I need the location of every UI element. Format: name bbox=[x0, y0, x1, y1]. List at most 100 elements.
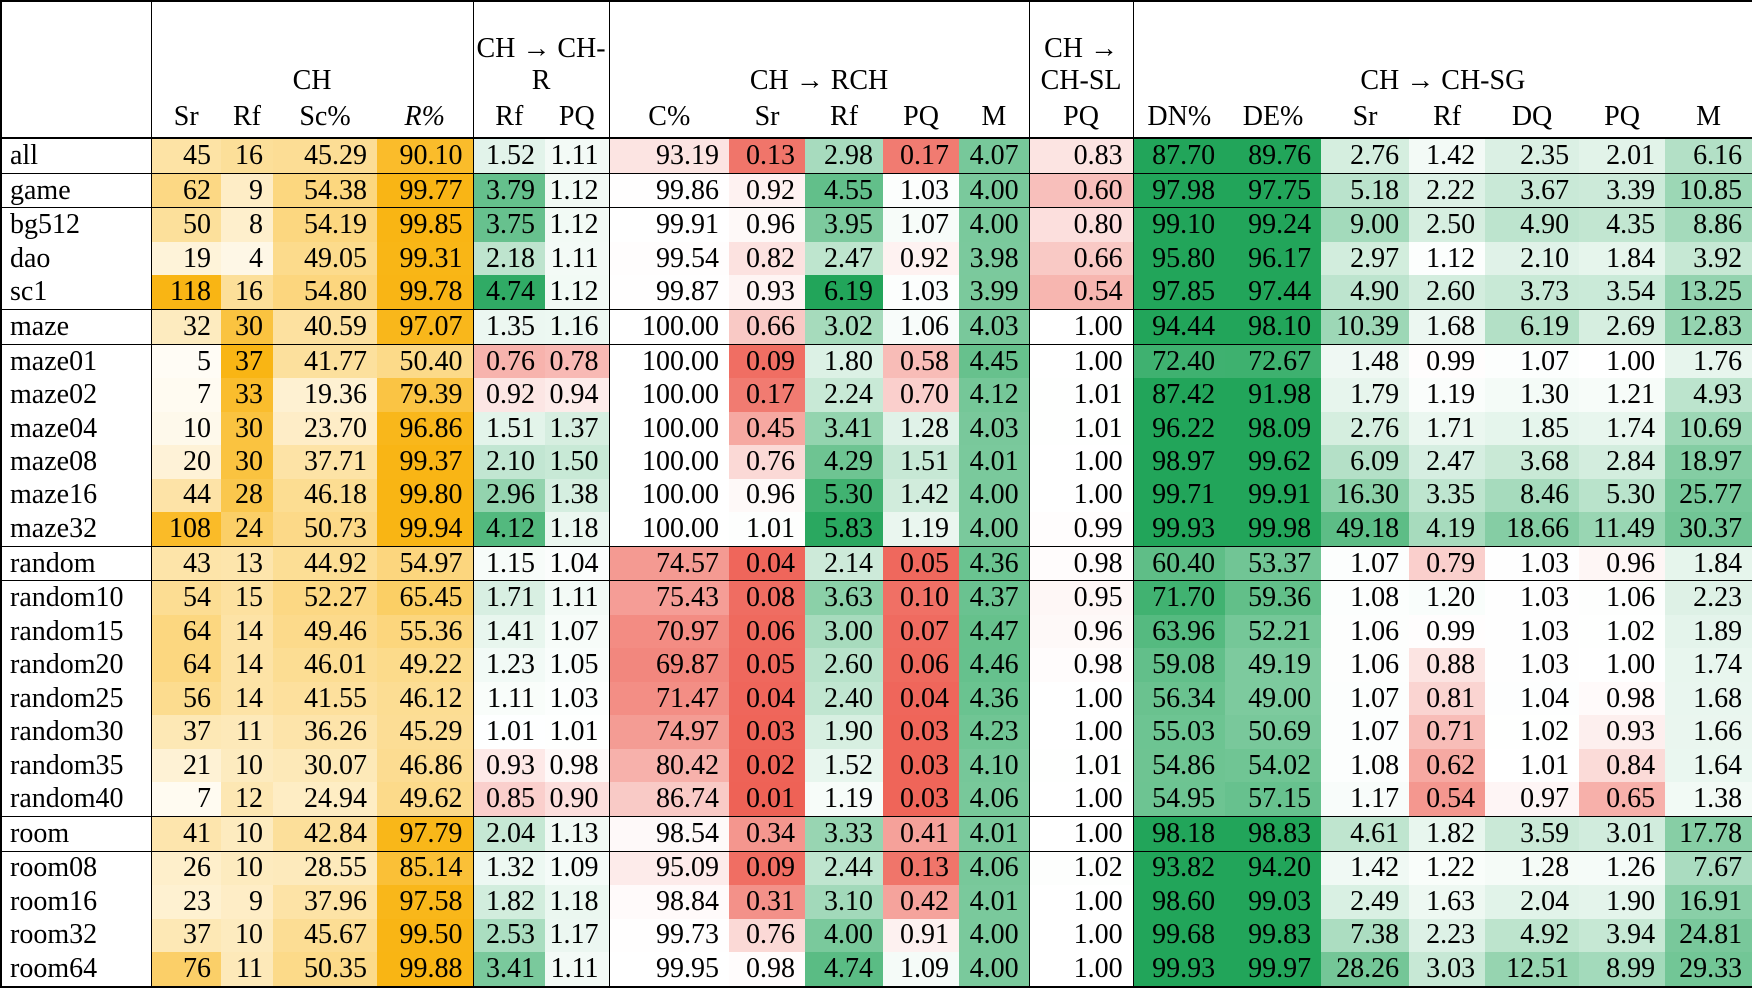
data-cell: 1.82 bbox=[1409, 816, 1486, 852]
data-cell: 2.97 bbox=[1321, 242, 1410, 276]
data-cell: 87.42 bbox=[1133, 378, 1226, 412]
table-row-maze01: maze01 5 37 41.77 50.40 0.76 0.78 100.00 0.09 1.8… bbox=[1, 344, 1752, 379]
data-cell: 2.76 bbox=[1321, 411, 1410, 446]
table-row-random30: random30 37 11 36.26 45.29 1.01 1.01 74.97 0.03 1… bbox=[1, 715, 1752, 749]
data-cell: 1.03 bbox=[1485, 580, 1580, 616]
data-cell: 0.31 bbox=[729, 885, 806, 919]
data-cell: 2.22 bbox=[1409, 173, 1486, 209]
data-cell: 4.74 bbox=[473, 275, 546, 311]
data-cell: 0.04 bbox=[883, 681, 960, 716]
table-row-maze32: maze32 108 24 50.73 99.94 4.12 1.18 100.00 1.01 5… bbox=[1, 512, 1752, 547]
data-cell: 0.80 bbox=[1029, 207, 1134, 243]
data-cell: 0.05 bbox=[729, 648, 806, 682]
data-cell: 6.19 bbox=[805, 275, 884, 311]
data-cell: 2.84 bbox=[1579, 445, 1666, 479]
data-cell: 1.15 bbox=[473, 546, 546, 582]
data-cell: 0.60 bbox=[1029, 173, 1134, 209]
data-cell: 40.59 bbox=[273, 309, 377, 345]
data-cell: 1.38 bbox=[1665, 782, 1752, 817]
data-cell: 99.77 bbox=[377, 173, 474, 209]
column-header-ch_r: R% bbox=[377, 97, 474, 139]
data-cell: 4.36 bbox=[959, 546, 1030, 582]
data-cell: 2.60 bbox=[1409, 275, 1486, 311]
data-cell: 17.78 bbox=[1665, 816, 1752, 852]
data-cell: 2.50 bbox=[1409, 207, 1486, 243]
data-cell: 86.74 bbox=[609, 782, 730, 817]
data-cell: 3.41 bbox=[473, 952, 546, 987]
column-header-sg_de: DE% bbox=[1225, 97, 1322, 139]
data-cell: 1.89 bbox=[1665, 615, 1752, 649]
data-cell: 99.88 bbox=[377, 952, 474, 987]
table-header: CH CH → CH-R CH → RCH CH → CH-SL CH → CH-SG S… bbox=[1, 1, 1752, 139]
data-cell: 8 bbox=[221, 207, 273, 243]
data-cell: 1.01 bbox=[1029, 378, 1134, 412]
data-cell: 10 bbox=[221, 851, 273, 886]
data-cell: 99.37 bbox=[377, 445, 474, 479]
data-cell: 97.75 bbox=[1225, 173, 1322, 209]
data-cell: 55.03 bbox=[1133, 715, 1226, 749]
data-cell: 0.76 bbox=[473, 344, 546, 379]
data-cell: 1.00 bbox=[1029, 715, 1134, 749]
group-header: CH → CH-SG bbox=[1133, 1, 1752, 97]
data-cell: 11 bbox=[221, 715, 273, 749]
row-label: room08 bbox=[1, 851, 152, 886]
data-cell: 0.05 bbox=[883, 546, 960, 582]
data-cell: 8.86 bbox=[1665, 207, 1752, 243]
data-cell: 0.09 bbox=[729, 344, 806, 379]
data-cell: 2.47 bbox=[805, 242, 884, 276]
data-cell: 98.18 bbox=[1133, 816, 1226, 852]
data-cell: 0.06 bbox=[883, 648, 960, 682]
data-cell: 41.55 bbox=[273, 681, 377, 716]
data-cell: 3.79 bbox=[473, 173, 546, 209]
table-row-random20: random20 64 14 46.01 49.22 1.23 1.05 69.87 0.05 2… bbox=[1, 648, 1752, 682]
data-cell: 54.95 bbox=[1133, 782, 1226, 817]
data-cell: 29.33 bbox=[1665, 952, 1752, 987]
data-cell: 56.34 bbox=[1133, 681, 1226, 716]
data-cell: 72.40 bbox=[1133, 344, 1226, 379]
column-header-sg_dq: DQ bbox=[1485, 97, 1580, 139]
data-cell: 4.01 bbox=[959, 816, 1030, 852]
data-cell: 1.18 bbox=[545, 885, 610, 919]
table-row-maze16: maze16 44 28 46.18 99.80 2.96 1.38 100.00 0.96 5.… bbox=[1, 478, 1752, 513]
data-cell: 0.03 bbox=[883, 715, 960, 749]
data-cell: 0.99 bbox=[1409, 344, 1486, 379]
column-header-rch_sr: Sr bbox=[729, 97, 806, 139]
data-cell: 59.36 bbox=[1225, 580, 1322, 616]
data-cell: 1.03 bbox=[883, 275, 960, 311]
data-cell: 2.53 bbox=[473, 918, 546, 953]
data-cell: 99.83 bbox=[1225, 918, 1322, 953]
data-cell: 0.96 bbox=[1579, 546, 1666, 582]
column-header-sl_pq: PQ bbox=[1029, 97, 1134, 139]
data-cell: 1.13 bbox=[545, 816, 610, 852]
data-cell: 3.01 bbox=[1579, 816, 1666, 852]
data-cell: 0.09 bbox=[729, 851, 806, 886]
data-cell: 1.28 bbox=[1485, 851, 1580, 886]
data-cell: 4.92 bbox=[1485, 918, 1580, 953]
data-cell: 0.98 bbox=[545, 748, 610, 783]
data-cell: 0.62 bbox=[1409, 748, 1486, 783]
data-cell: 75.43 bbox=[609, 580, 730, 616]
data-cell: 12.51 bbox=[1485, 952, 1580, 987]
data-cell: 1.00 bbox=[1579, 648, 1666, 682]
data-cell: 79.39 bbox=[377, 378, 474, 412]
data-cell: 0.58 bbox=[883, 344, 960, 379]
data-cell: 99.10 bbox=[1133, 207, 1226, 243]
row-label: room bbox=[1, 816, 152, 852]
column-header-ch_sr: Sr bbox=[151, 97, 221, 139]
data-cell: 0.42 bbox=[883, 885, 960, 919]
data-cell: 8.46 bbox=[1485, 478, 1580, 513]
row-label: maze08 bbox=[1, 445, 152, 479]
data-cell: 1.85 bbox=[1485, 411, 1580, 446]
data-cell: 96.17 bbox=[1225, 242, 1322, 276]
column-header-sg_rf: Rf bbox=[1409, 97, 1486, 139]
data-cell: 4.29 bbox=[805, 445, 884, 479]
data-cell: 90.10 bbox=[377, 138, 474, 174]
data-cell: 4 bbox=[221, 242, 273, 276]
data-cell: 19.36 bbox=[273, 378, 377, 412]
data-cell: 0.83 bbox=[1029, 138, 1134, 174]
table-row-all: all 45 16 45.29 90.10 1.52 1.11 93.19 0.13 2.98 0.… bbox=[1, 138, 1752, 174]
data-cell: 11.49 bbox=[1579, 512, 1666, 547]
data-cell: 10 bbox=[151, 411, 221, 446]
data-cell: 50.73 bbox=[273, 512, 377, 547]
data-cell: 2.24 bbox=[805, 378, 884, 412]
